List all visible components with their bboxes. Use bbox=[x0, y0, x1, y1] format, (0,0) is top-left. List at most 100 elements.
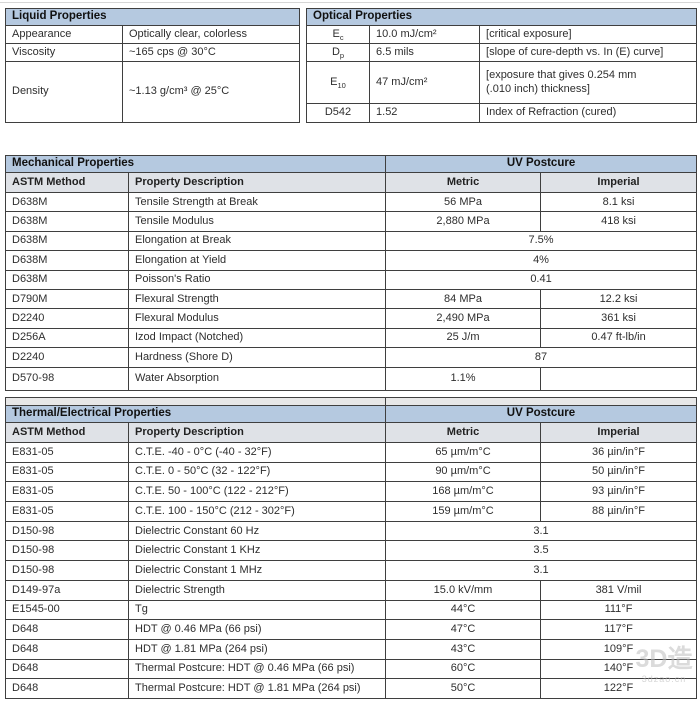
cell-imperial-value: 140°F bbox=[540, 658, 697, 680]
table-row: E831-05 C.T.E. 0 - 50°C (32 - 122°F) 90 … bbox=[5, 461, 697, 483]
cell-imperial-value: 50 µin/in°F bbox=[540, 461, 697, 483]
table-row: E831-05 C.T.E. 100 - 150°C (212 - 302°F)… bbox=[5, 501, 697, 522]
cell-property-value: ~165 cps @ 30°C bbox=[121, 43, 301, 62]
table-row: D149-97a Dielectric Strength 15.0 kV/mm … bbox=[5, 579, 697, 601]
table-row: Viscosity ~165 cps @ 30°C bbox=[5, 43, 301, 62]
col-header-astm-method: ASTM Method bbox=[5, 422, 129, 443]
cell-property-description: Thermal Postcure: HDT @ 0.46 MPa (66 psi… bbox=[128, 658, 386, 680]
cell-symbol: Dp bbox=[306, 43, 371, 62]
cell-imperial-value bbox=[540, 366, 698, 391]
col-header-metric: Metric bbox=[385, 422, 541, 443]
table-row: D2240 Hardness (Shore D) 87 bbox=[5, 347, 698, 368]
cell-symbol: D542 bbox=[306, 103, 371, 123]
cell-astm-method: D570-98 bbox=[5, 366, 129, 391]
table-row: D648 HDT @ 0.46 MPa (66 psi) 47°C 117°F bbox=[5, 619, 697, 640]
cell-metric-value: 1.1% bbox=[385, 366, 542, 391]
liquid-properties-table: Liquid Properties Appearance Optically c… bbox=[4, 8, 301, 123]
cell-imperial-value: 111°F bbox=[540, 599, 697, 621]
cell-astm-method: D256A bbox=[5, 327, 129, 349]
uv-postcure-header: UV Postcure bbox=[385, 155, 698, 173]
cell-property-description: Water Absorption bbox=[127, 366, 387, 391]
top-section: Liquid Properties Appearance Optically c… bbox=[4, 8, 698, 123]
cell-astm-method: E831-05 bbox=[5, 481, 129, 503]
col-header-property-description: Property Description bbox=[127, 172, 387, 193]
cell-astm-method: D150-98 bbox=[5, 560, 129, 581]
cell-astm-method: D648 bbox=[5, 619, 129, 640]
table-row: E10 47 mJ/cm² [exposure that gives 0.254… bbox=[306, 61, 698, 104]
cell-property-description: Tensile Modulus bbox=[127, 211, 387, 232]
cell-property-description: Dielectric Constant 60 Hz bbox=[128, 520, 386, 542]
cell-property-description: C.T.E. 0 - 50°C (32 - 122°F) bbox=[128, 461, 386, 483]
table-row: D256A Izod Impact (Notched) 25 J/m 0.47 … bbox=[5, 327, 698, 349]
cell-symbol: E10 bbox=[306, 61, 371, 104]
cell-imperial-value: 117°F bbox=[540, 619, 697, 640]
symbol-sub: 10 bbox=[337, 81, 346, 91]
cell-imperial-value: 122°F bbox=[540, 678, 697, 699]
cell-astm-method: D150-98 bbox=[5, 540, 129, 562]
cell-astm-method: D638M bbox=[5, 211, 129, 232]
col-header-imperial: Imperial bbox=[540, 172, 698, 193]
table-row: Thermal/Electrical Properties UV Postcur… bbox=[5, 405, 697, 423]
col-header-imperial: Imperial bbox=[540, 422, 697, 443]
optical-properties-title: Optical Properties bbox=[306, 8, 698, 26]
table-row: Dp 6.5 mils [slope of cure-depth vs. In … bbox=[306, 43, 698, 62]
cell-metric-value: 50°C bbox=[385, 678, 541, 699]
cell-optical-value: 10.0 mJ/cm² bbox=[369, 25, 481, 44]
table-row: D542 1.52 Index of Refraction (cured) bbox=[306, 103, 698, 123]
table-row: D150-98 Dielectric Constant 60 Hz 3.1 bbox=[5, 520, 697, 542]
cell-property-description: Flexural Strength bbox=[127, 288, 387, 310]
cell-symbol: Ec bbox=[306, 25, 371, 44]
cell-astm-method: D638M bbox=[5, 230, 129, 252]
cell-merged-value: 3.1 bbox=[385, 560, 697, 581]
cell-imperial-value: 109°F bbox=[540, 638, 697, 660]
cell-property-description: Flexural Modulus bbox=[127, 308, 387, 329]
table-row: D638M Elongation at Break 7.5% bbox=[5, 230, 698, 252]
thermal-properties-title: Thermal/Electrical Properties bbox=[5, 405, 386, 423]
cell-astm-method: D149-97a bbox=[5, 579, 129, 601]
table-row: D150-98 Dielectric Constant 1 KHz 3.5 bbox=[5, 540, 697, 562]
cell-merged-value: 3.1 bbox=[385, 520, 697, 542]
cell-merged-value: 3.5 bbox=[385, 540, 697, 562]
cell-property-value: ~1.13 g/cm³ @ 25°C bbox=[121, 61, 301, 123]
cell-astm-method: D150-98 bbox=[5, 520, 129, 542]
cell-astm-method: E831-05 bbox=[5, 461, 129, 483]
table-row: E1545-00 Tg 44°C 111°F bbox=[5, 599, 697, 621]
symbol-main: D542 bbox=[324, 106, 352, 119]
cell-property-name: Viscosity bbox=[5, 43, 123, 62]
cell-metric-value: 2,490 MPa bbox=[385, 308, 542, 329]
cell-metric-value: 65 µm/m°C bbox=[385, 442, 541, 463]
cell-optical-desc: [exposure that gives 0.254 mm (.010 inch… bbox=[479, 61, 698, 104]
cell-imperial-value: 88 µin/in°F bbox=[540, 501, 697, 522]
cell-optical-desc: [slope of cure-depth vs. In (E) curve] bbox=[479, 43, 698, 62]
cell-astm-method: E1545-00 bbox=[5, 599, 129, 621]
table-row: E831-05 C.T.E. -40 - 0°C (-40 - 32°F) 65… bbox=[5, 442, 697, 463]
cell-imperial-value: 0.47 ft-lb/in bbox=[540, 327, 698, 349]
cell-merged-value: 7.5% bbox=[385, 230, 698, 252]
cell-imperial-value: 12.2 ksi bbox=[540, 288, 698, 310]
cell-property-description: HDT @ 0.46 MPa (66 psi) bbox=[128, 619, 386, 640]
cell-optical-value: 1.52 bbox=[369, 103, 481, 123]
cell-astm-method: D648 bbox=[5, 658, 129, 680]
cell-property-description: Izod Impact (Notched) bbox=[127, 327, 387, 349]
cell-metric-value: 84 MPa bbox=[385, 288, 542, 310]
cell-astm-method: D648 bbox=[5, 638, 129, 660]
col-header-astm-method: ASTM Method bbox=[5, 172, 129, 193]
cell-metric-value: 43°C bbox=[385, 638, 541, 660]
cell-astm-method: D638M bbox=[5, 269, 129, 290]
uv-postcure-header: UV Postcure bbox=[385, 405, 697, 423]
cell-astm-method: D790M bbox=[5, 288, 129, 310]
symbol-main: D bbox=[331, 45, 340, 58]
cell-astm-method: E831-05 bbox=[5, 501, 129, 522]
cell-property-description: C.T.E. 50 - 100°C (122 - 212°F) bbox=[128, 481, 386, 503]
table-row: Appearance Optically clear, colorless bbox=[5, 25, 301, 44]
table-row: D648 HDT @ 1.81 MPa (264 psi) 43°C 109°F bbox=[5, 638, 697, 660]
table-row: Optical Properties bbox=[306, 8, 698, 26]
cell-property-description: Hardness (Shore D) bbox=[127, 347, 387, 368]
table-row: D648 Thermal Postcure: HDT @ 1.81 MPa (2… bbox=[5, 678, 697, 699]
mechanical-properties-table: Mechanical Properties UV Postcure ASTM M… bbox=[4, 155, 698, 391]
spacer-cell bbox=[385, 397, 697, 406]
table-row: ASTM Method Property Description Metric … bbox=[5, 172, 698, 193]
cell-metric-value: 25 J/m bbox=[385, 327, 542, 349]
table-row: D638M Poisson's Ratio 0.41 bbox=[5, 269, 698, 290]
table-row: D638M Tensile Modulus 2,880 MPa 418 ksi bbox=[5, 211, 698, 232]
